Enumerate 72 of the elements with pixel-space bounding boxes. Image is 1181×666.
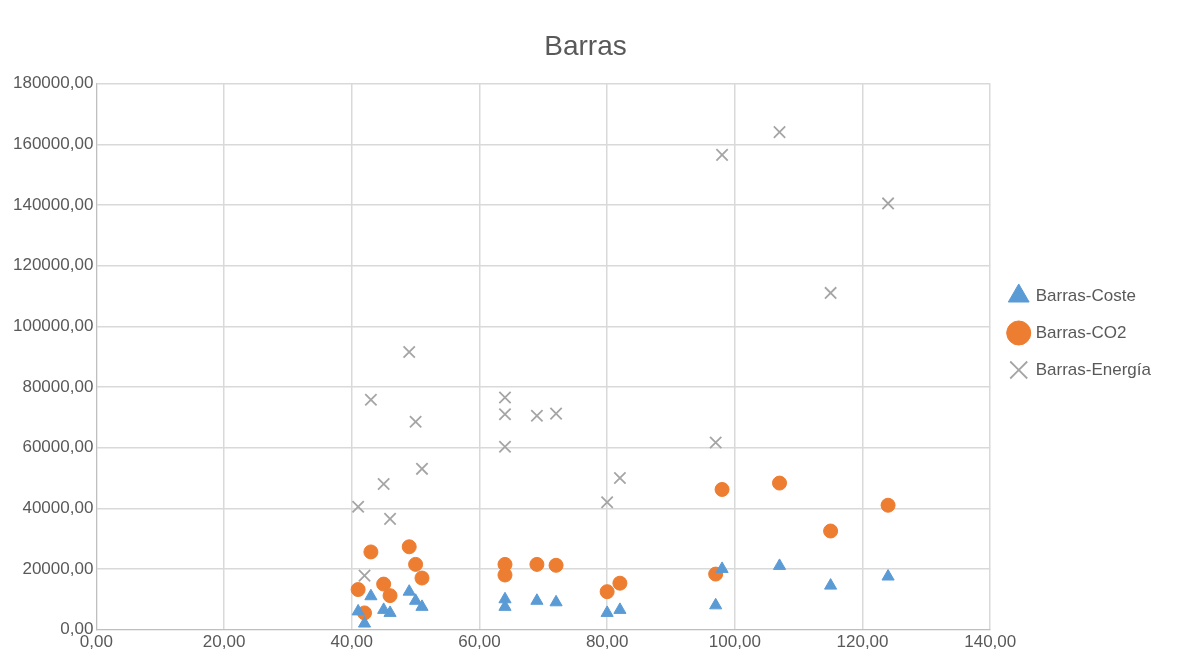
point <box>409 415 423 429</box>
point <box>376 576 392 592</box>
point <box>709 597 723 610</box>
point <box>402 584 416 596</box>
point <box>823 523 839 539</box>
y-tick-label: 100000,00 <box>12 315 94 335</box>
point <box>612 575 628 591</box>
point <box>772 475 788 491</box>
point <box>824 578 838 590</box>
y-tick-label: 20000,00 <box>22 558 94 578</box>
point <box>414 570 430 586</box>
point <box>549 407 563 421</box>
point <box>497 567 513 583</box>
point <box>383 605 397 617</box>
y-tick-label: 120000,00 <box>12 255 94 275</box>
point <box>498 390 512 405</box>
point <box>364 588 378 601</box>
point <box>530 593 544 605</box>
legend-label: Barras-Energía <box>1035 359 1152 379</box>
legend-label: Barras-CO2 <box>1035 322 1127 342</box>
point <box>709 435 723 449</box>
point <box>402 345 416 359</box>
point <box>714 481 730 497</box>
point <box>600 495 614 509</box>
y-tick-label: 60000,00 <box>22 437 94 457</box>
point <box>715 561 729 573</box>
y-tick-label: 40000,00 <box>22 497 94 517</box>
point <box>881 569 895 581</box>
legend-label: Barras-Coste <box>1035 285 1136 305</box>
point <box>824 286 838 300</box>
point <box>382 588 398 604</box>
y-tick-label: 140000,00 <box>12 194 94 214</box>
point <box>357 616 372 628</box>
point <box>350 582 366 598</box>
point <box>363 544 379 560</box>
point <box>715 148 729 162</box>
chart-title: Barras <box>544 29 627 61</box>
y-tick-label: 80000,00 <box>22 376 94 396</box>
point <box>364 393 378 407</box>
point <box>772 125 787 139</box>
point <box>881 196 895 210</box>
point <box>599 584 615 600</box>
point <box>415 462 429 476</box>
point <box>498 407 512 421</box>
point <box>600 605 614 617</box>
x-tick-label: 20,00 <box>202 632 246 652</box>
point <box>401 539 417 555</box>
point <box>498 440 512 454</box>
x-tick-label: 140,00 <box>964 632 1017 652</box>
point <box>408 556 424 572</box>
y-tick-label: 160000,00 <box>12 133 94 153</box>
point <box>377 477 391 491</box>
point <box>357 569 372 583</box>
point <box>383 512 397 526</box>
point <box>529 556 545 572</box>
point <box>613 602 627 614</box>
x-tick-label: 60,00 <box>458 632 501 652</box>
point <box>880 497 896 513</box>
x-tick-label: 40,00 <box>330 632 374 652</box>
point <box>548 557 564 573</box>
point <box>351 500 365 514</box>
point <box>409 593 423 605</box>
x-tick-label: 120,00 <box>836 632 889 652</box>
point <box>530 409 544 423</box>
point <box>415 599 429 611</box>
point <box>351 603 365 616</box>
y-tick-label: 180000,00 <box>12 73 94 93</box>
x-tick-label: 80,00 <box>585 632 629 652</box>
point <box>613 471 627 485</box>
point <box>549 594 563 607</box>
x-tick-label: 100,00 <box>708 632 761 652</box>
point <box>772 558 787 570</box>
